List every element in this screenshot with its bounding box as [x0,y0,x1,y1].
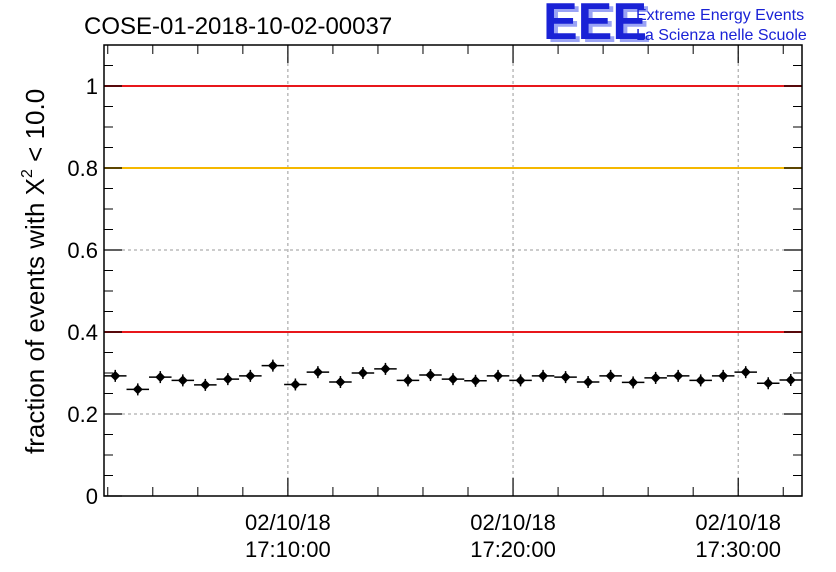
data-point [194,378,217,391]
data-point [734,366,757,379]
data-point [486,369,510,382]
point-marker [357,368,368,378]
point-marker [312,367,323,378]
y-axis-label-prefix: fraction of events with [20,195,50,454]
data-point [576,376,600,389]
data-point [599,369,622,382]
data-point [104,369,127,382]
y-tick-label: 0 [86,484,98,509]
axis-ticks [104,44,802,497]
data-point [666,369,690,382]
point-marker [515,375,526,386]
x-tick-label-date: 02/10/18 [245,510,331,535]
data-point [464,374,487,387]
point-marker [763,378,774,389]
data-point [621,376,645,389]
point-marker [245,370,256,381]
logo-line-2: La Scienza nelle Scuole [636,27,807,44]
point-marker [448,374,458,385]
grid-lines [104,45,802,496]
data-point [216,373,240,386]
y-tick-label: 0.2 [67,402,98,427]
point-marker [673,370,684,381]
data-point [779,373,802,386]
point-marker [695,375,706,386]
point-marker [267,360,278,371]
x-tick-label-time: 17:30:00 [695,537,781,562]
data-point [374,362,397,375]
point-marker [470,375,481,386]
y-tick-label: 0.4 [67,320,98,345]
data-point [756,377,780,390]
point-marker [402,375,413,386]
data-point [419,369,442,382]
y-axis-label: fraction of events with X2 < 10.0 [19,89,50,454]
y-tick-label: 0.6 [67,238,98,263]
y-tick-label: 1 [86,74,98,99]
point-marker [785,374,796,385]
data-point [306,366,330,379]
data-point [509,374,532,387]
point-marker [560,372,571,383]
x-tick-label-date: 02/10/18 [470,510,556,535]
point-marker [538,370,549,381]
data-point [329,376,352,389]
point-marker [650,372,661,383]
point-marker [200,379,211,390]
data-point [239,369,262,382]
data-point [351,367,375,379]
point-marker [718,370,729,381]
data-point [711,369,735,382]
point-marker [155,372,166,383]
point-marker [132,384,143,395]
eee-logo: EEE EEE Extreme Energy Events La Scienza… [543,0,807,54]
x-tick-label-time: 17:20:00 [470,537,556,562]
point-marker [425,370,436,381]
data-point [396,374,420,387]
data-point [149,371,172,384]
point-marker [177,375,188,386]
logo-letters-front: EEE [543,0,647,51]
point-marker [335,377,346,388]
point-marker [628,377,639,388]
logo-line-1: Extreme Energy Events [636,7,804,24]
data-points [104,359,802,396]
y-tick-labels: 0 0.2 0.4 0.6 0.8 1 [67,74,98,509]
data-point [441,373,465,386]
data-point [171,374,195,387]
point-marker [583,377,594,388]
data-point [689,374,712,387]
plot-frame [103,44,803,497]
point-marker [605,370,616,381]
x-tick-labels: 02/10/1817:10:0002/10/1817:20:0002/10/18… [245,510,781,562]
y-axis-label-symbol: X [20,178,50,195]
point-marker [493,370,504,381]
point-marker [380,363,391,374]
reference-lines [104,85,802,333]
y-axis-label-suffix: < 10.0 [20,89,50,169]
x-tick-label-date: 02/10/18 [695,510,781,535]
chart-title: COSE-01-2018-10-02-00037 [84,13,392,40]
point-marker [290,379,301,390]
point-marker [222,374,233,385]
point-marker [110,370,121,381]
y-axis-label-sup: 2 [19,169,36,178]
data-point [126,383,150,396]
data-point [644,371,667,384]
data-point [261,359,285,372]
data-point [554,371,577,384]
data-point [531,369,555,382]
point-marker [740,367,751,378]
x-tick-label-time: 17:10:00 [245,537,331,562]
y-tick-label: 0.8 [67,156,98,181]
data-point [284,378,307,391]
